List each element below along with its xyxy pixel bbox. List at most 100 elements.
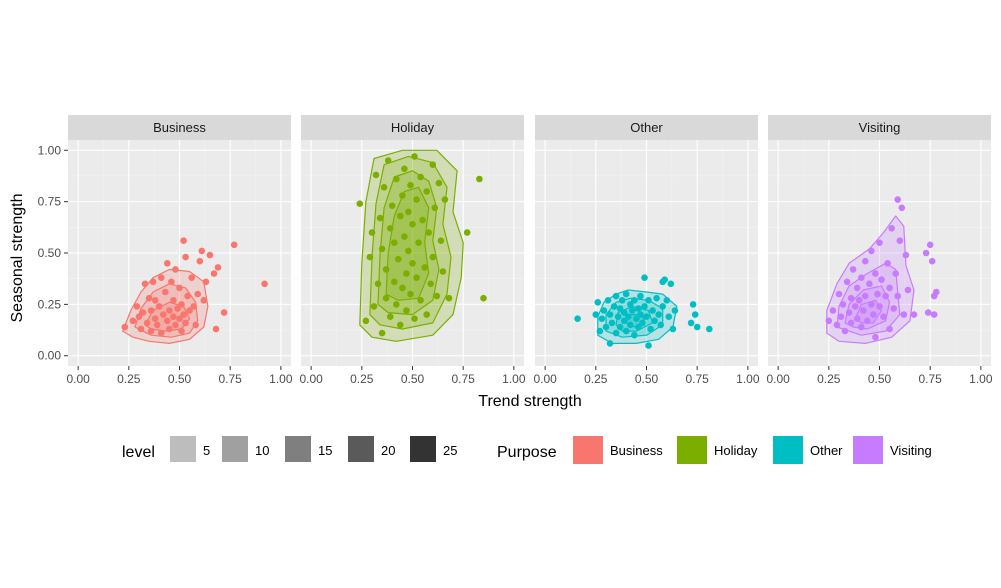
data-point bbox=[407, 181, 414, 189]
legend-level-title: level bbox=[122, 444, 155, 461]
data-point bbox=[368, 229, 376, 236]
data-point bbox=[399, 192, 406, 199]
data-point bbox=[669, 325, 677, 333]
data-point bbox=[926, 241, 934, 249]
data-point bbox=[592, 311, 600, 318]
data-point bbox=[147, 327, 155, 335]
data-point bbox=[600, 307, 608, 314]
x-tick-label: 0.25 bbox=[117, 372, 141, 386]
data-point bbox=[890, 305, 897, 312]
legend-purpose-swatch bbox=[853, 436, 883, 464]
data-point bbox=[176, 284, 183, 292]
data-point bbox=[405, 208, 412, 216]
data-point bbox=[671, 307, 679, 314]
data-point bbox=[200, 297, 208, 304]
data-point bbox=[206, 251, 214, 259]
data-point bbox=[625, 313, 632, 321]
facet-strip bbox=[301, 115, 524, 140]
data-point bbox=[401, 233, 408, 240]
data-point bbox=[172, 321, 179, 329]
data-point bbox=[886, 325, 893, 333]
legend-level-swatch bbox=[285, 436, 311, 462]
data-point bbox=[829, 307, 837, 314]
data-point bbox=[391, 239, 398, 246]
data-point bbox=[401, 165, 408, 173]
x-tick-label: 0.00 bbox=[299, 372, 323, 386]
data-point bbox=[833, 321, 841, 329]
data-point bbox=[645, 342, 652, 349]
data-point bbox=[825, 317, 833, 325]
data-point bbox=[198, 247, 206, 255]
data-point bbox=[837, 313, 845, 321]
data-point bbox=[182, 319, 189, 327]
facet-holiday: Holiday 0.00 0.25 0.50 0.75 1.00 bbox=[299, 115, 526, 386]
data-point bbox=[386, 313, 394, 321]
legend-level-key: 10 bbox=[222, 436, 269, 462]
data-point bbox=[409, 220, 416, 228]
data-point bbox=[691, 311, 699, 318]
data-point bbox=[168, 278, 175, 286]
data-point bbox=[186, 307, 193, 314]
data-point bbox=[419, 216, 426, 224]
data-point bbox=[188, 274, 195, 282]
data-point bbox=[853, 284, 861, 292]
data-point bbox=[366, 253, 374, 261]
data-point bbox=[143, 319, 151, 327]
x-tick-label: 0.50 bbox=[401, 372, 425, 386]
x-tick-label: 0.00 bbox=[66, 372, 90, 386]
legend-purpose: Purpose Business Holiday Other Visiting bbox=[497, 436, 932, 464]
data-point bbox=[629, 307, 636, 314]
x-tick-label: 0.75 bbox=[686, 372, 710, 386]
data-point bbox=[147, 307, 155, 314]
data-point bbox=[645, 297, 652, 304]
data-point bbox=[641, 274, 648, 282]
data-point bbox=[876, 239, 883, 246]
data-point bbox=[882, 292, 889, 300]
data-point bbox=[184, 292, 191, 300]
data-point bbox=[397, 212, 404, 220]
data-point bbox=[391, 278, 398, 286]
data-point bbox=[902, 251, 910, 259]
data-point bbox=[439, 268, 447, 275]
data-point bbox=[129, 317, 137, 325]
legend-level-key: 20 bbox=[348, 436, 395, 462]
data-point bbox=[661, 276, 668, 284]
data-point bbox=[616, 305, 624, 312]
data-point bbox=[687, 319, 695, 327]
data-point bbox=[847, 319, 855, 327]
data-point bbox=[855, 297, 863, 304]
legend-purpose-label: Visiting bbox=[890, 443, 932, 458]
legend-level-key: 25 bbox=[410, 436, 457, 462]
data-point bbox=[860, 307, 867, 314]
data-point bbox=[190, 303, 197, 310]
data-point bbox=[853, 315, 861, 323]
data-point bbox=[884, 260, 891, 267]
facet-strip-label: Other bbox=[630, 120, 663, 135]
data-point bbox=[386, 225, 394, 232]
data-point bbox=[176, 315, 183, 323]
data-point bbox=[633, 315, 640, 323]
data-point bbox=[463, 229, 471, 236]
data-point bbox=[160, 311, 167, 318]
data-point bbox=[149, 278, 157, 286]
data-point bbox=[413, 274, 420, 282]
data-point bbox=[370, 303, 378, 310]
data-point bbox=[659, 303, 666, 310]
data-point bbox=[878, 276, 885, 284]
x-tick-label: 0.75 bbox=[452, 372, 476, 386]
data-point bbox=[135, 313, 143, 321]
data-point bbox=[574, 315, 581, 323]
data-point bbox=[380, 184, 388, 191]
data-point bbox=[898, 204, 906, 212]
data-point bbox=[141, 280, 149, 288]
data-point bbox=[868, 301, 875, 308]
data-point bbox=[627, 301, 634, 308]
x-tick-label: 0.25 bbox=[350, 372, 374, 386]
data-point bbox=[620, 317, 628, 325]
legend-level-key: 15 bbox=[285, 436, 332, 462]
data-point bbox=[172, 266, 179, 273]
data-point bbox=[847, 294, 855, 302]
data-point bbox=[635, 305, 642, 312]
data-point bbox=[876, 303, 883, 310]
